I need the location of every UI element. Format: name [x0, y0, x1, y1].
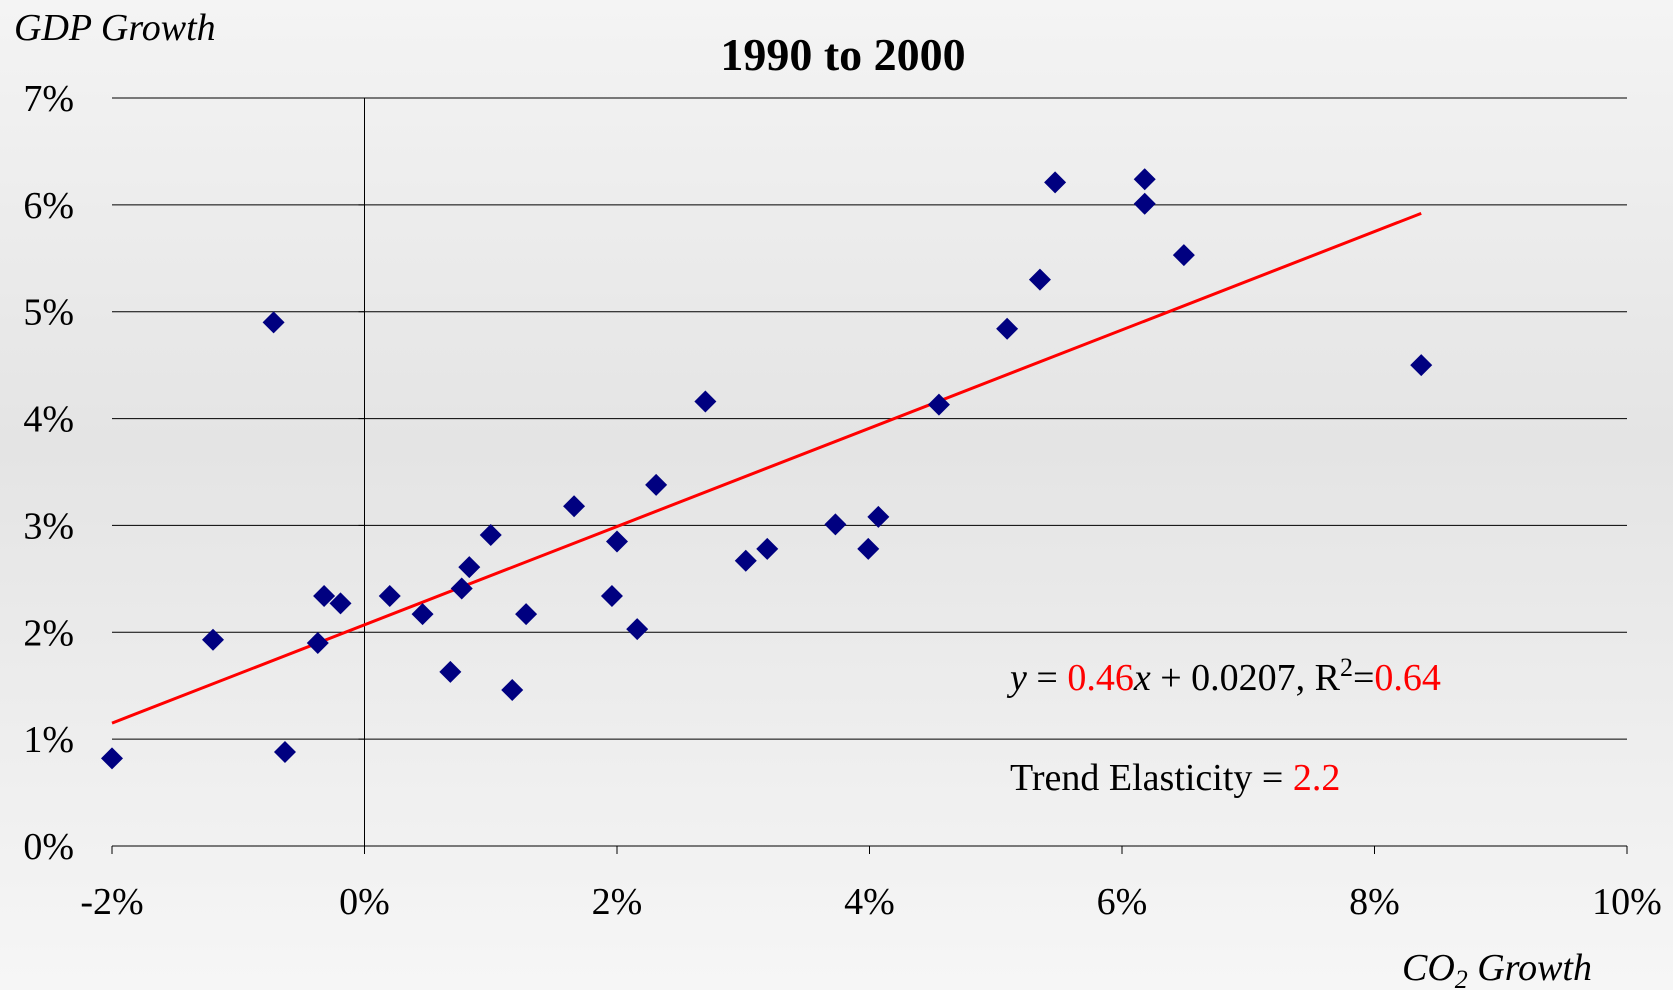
point — [867, 505, 890, 528]
x-tick-label: 0% — [339, 881, 390, 923]
point — [1133, 168, 1156, 191]
point — [101, 747, 123, 770]
x-tick-label: 6% — [1097, 881, 1148, 923]
point — [313, 584, 336, 607]
y-tick-label: 5% — [23, 292, 74, 334]
point — [996, 317, 1019, 340]
point — [645, 473, 668, 496]
y-tick-label: 2% — [23, 612, 74, 654]
point — [600, 584, 623, 607]
point — [202, 628, 224, 651]
y-tick-label: 3% — [23, 505, 74, 547]
point — [439, 660, 462, 683]
y-tick-label: 0% — [23, 826, 74, 868]
x-tick-label: 4% — [844, 881, 895, 923]
y-tick-label: 4% — [23, 399, 74, 441]
point — [824, 513, 847, 536]
point — [329, 592, 352, 615]
chart-title: 1990 to 2000 — [720, 29, 965, 80]
y-tick-label: 6% — [23, 185, 74, 227]
point — [262, 311, 285, 334]
point — [458, 556, 481, 579]
point — [450, 577, 473, 600]
elasticity-note: Trend Elasticity = 2.2 — [1010, 757, 1340, 799]
point — [1410, 354, 1433, 377]
point — [1044, 171, 1067, 194]
point — [756, 537, 779, 560]
point — [606, 530, 628, 553]
x-tick-label: 10% — [1592, 881, 1662, 923]
trendline — [111, 211, 1422, 725]
trend-equation: y = 0.46x + 0.0207, R2=0.64 — [1006, 653, 1441, 699]
point — [1133, 192, 1156, 215]
x-tick-label: -2% — [80, 881, 143, 923]
y-tick-label: 7% — [23, 78, 74, 120]
point — [479, 524, 502, 547]
x-tick-label: 8% — [1349, 881, 1400, 923]
point — [1028, 268, 1051, 291]
point — [306, 631, 329, 654]
point — [411, 603, 434, 626]
point — [626, 618, 649, 641]
point — [857, 537, 880, 560]
point — [927, 393, 950, 416]
point — [734, 549, 757, 572]
y-tick-label: 1% — [23, 719, 74, 761]
x-tick-label: 2% — [592, 881, 643, 923]
y-axis-label: GDP Growth — [14, 7, 216, 49]
point — [694, 390, 717, 413]
point — [515, 603, 538, 626]
point — [273, 740, 296, 763]
x-axis-label: CO2 Growth — [1402, 947, 1592, 990]
point — [378, 584, 401, 607]
point — [501, 678, 524, 701]
point — [1172, 244, 1195, 267]
point — [563, 495, 586, 518]
